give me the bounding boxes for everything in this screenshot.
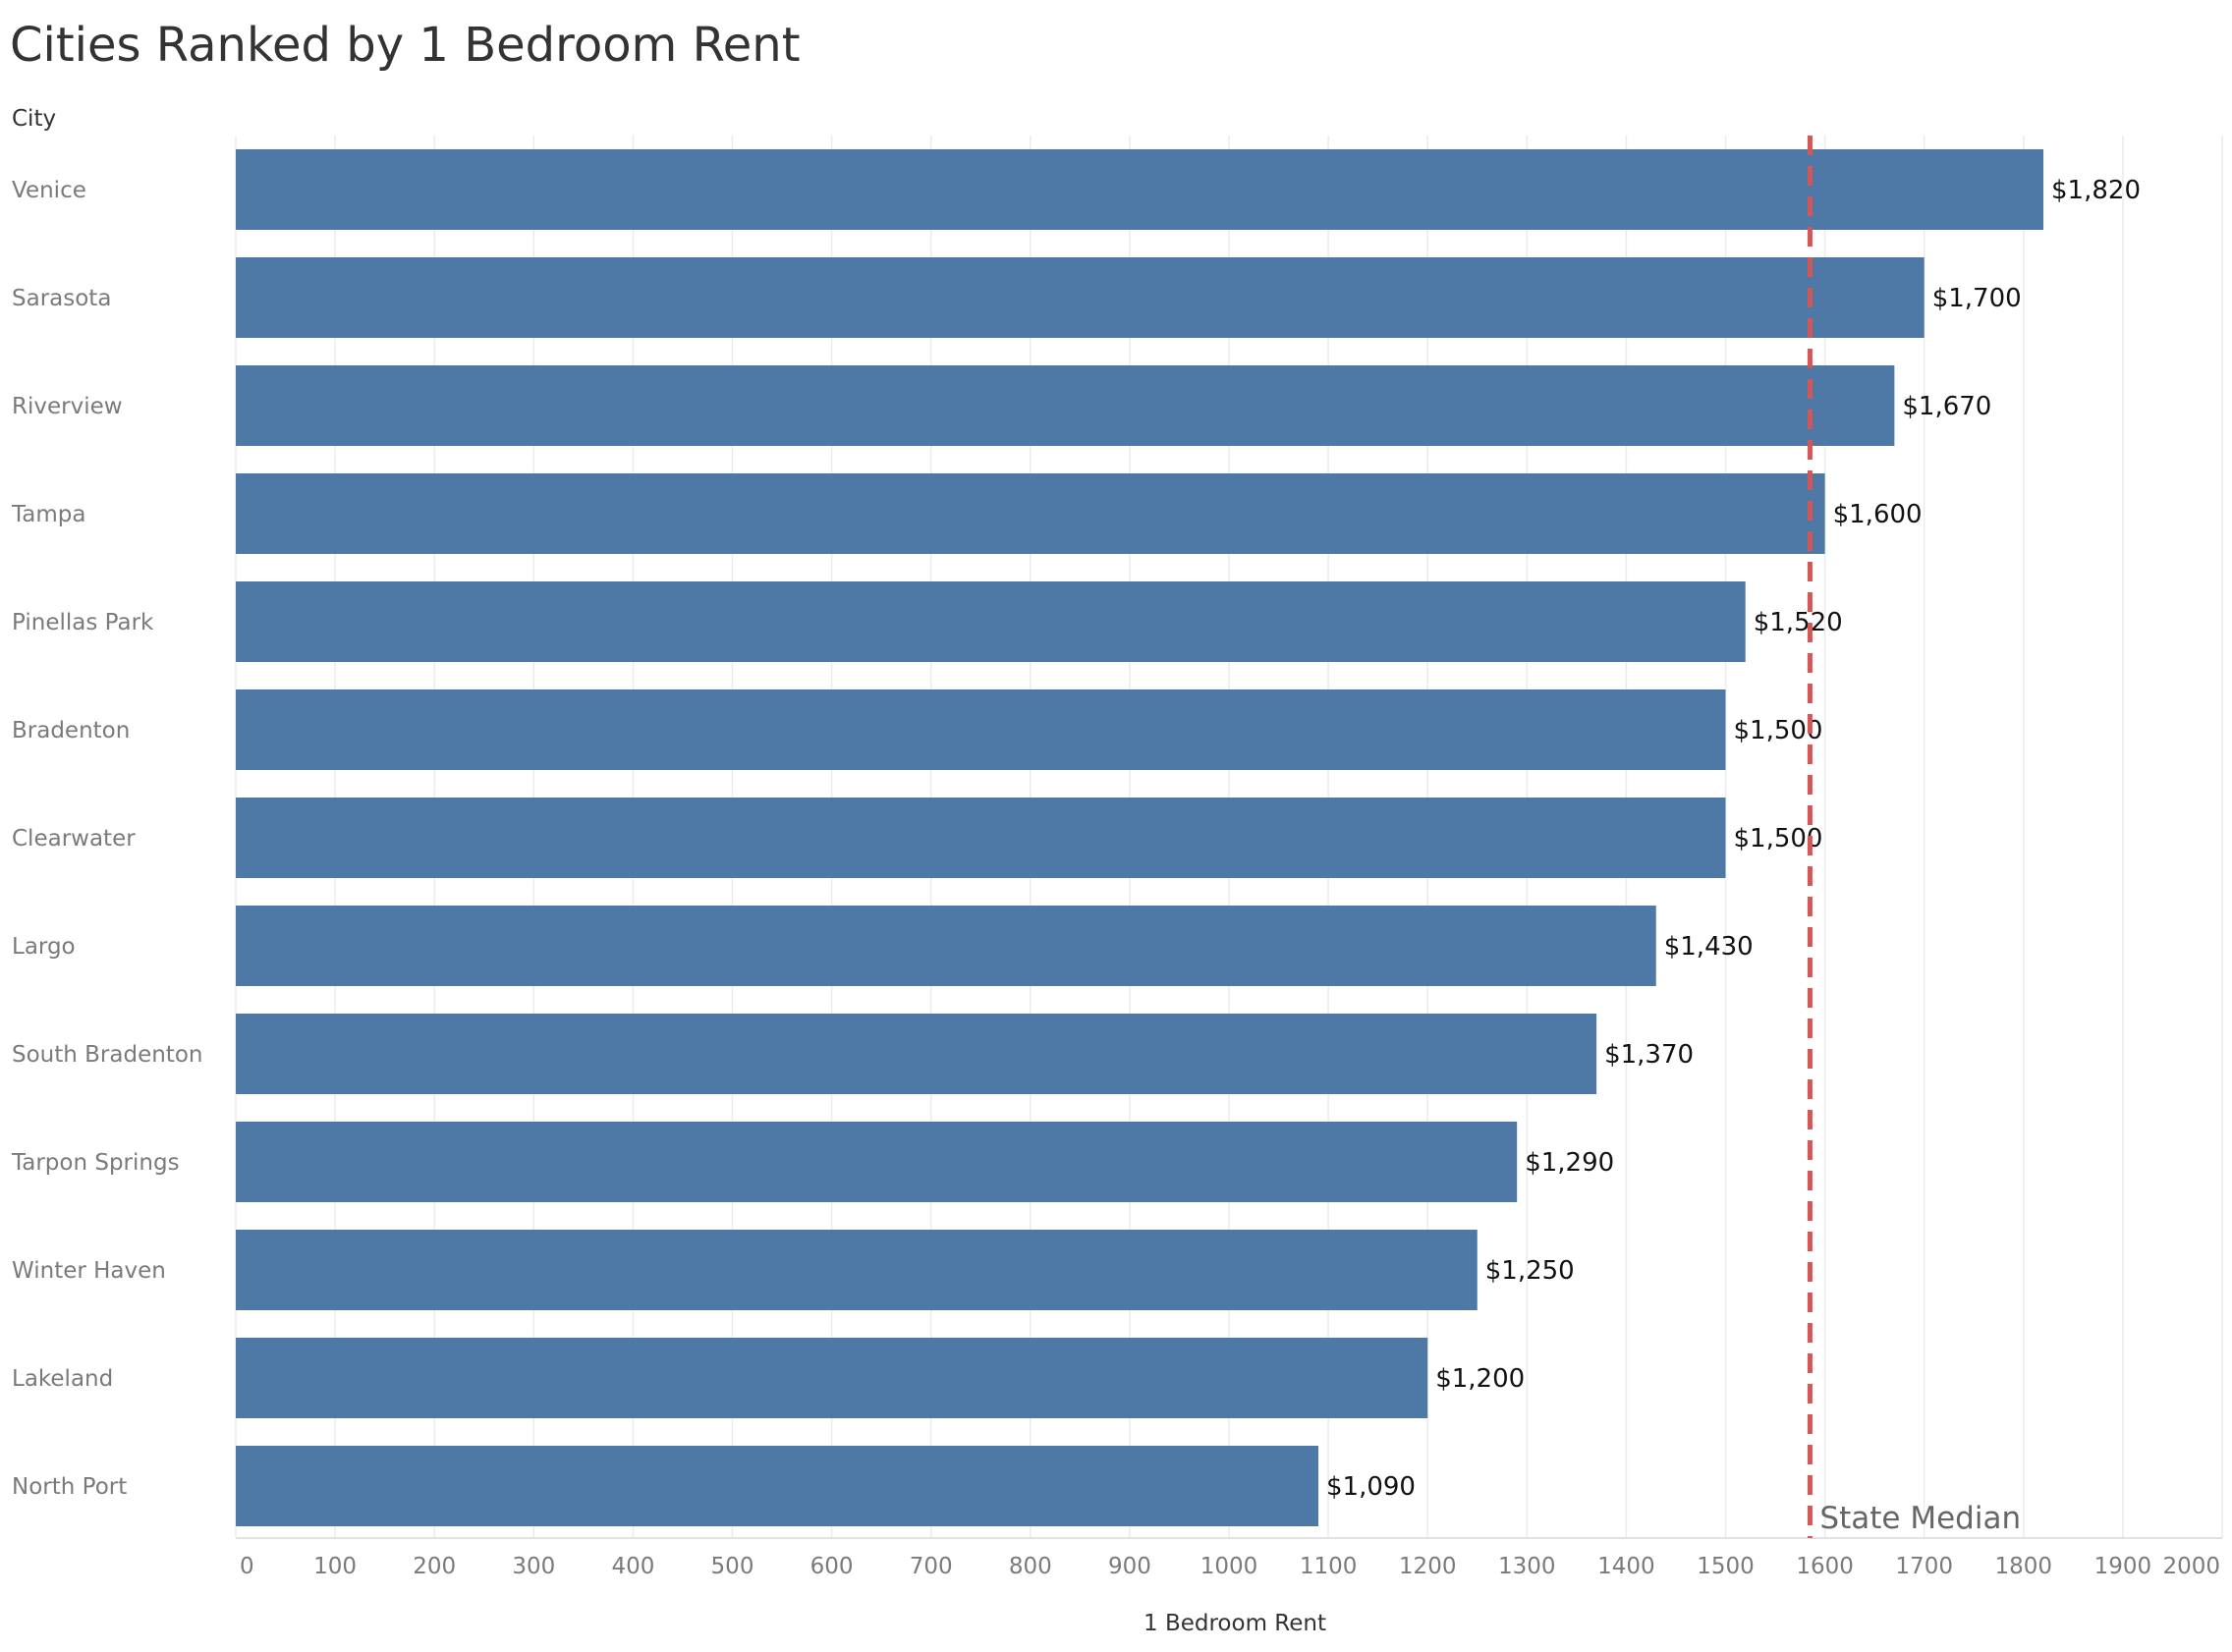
x-tick-label: 1600 — [1796, 1554, 1854, 1579]
bar — [236, 1338, 1428, 1418]
category-label: Riverview — [12, 394, 123, 419]
x-tick-label: 1700 — [1895, 1554, 1953, 1579]
data-label: $1,430 — [1664, 932, 1754, 962]
category-label: Tampa — [11, 502, 85, 527]
bar — [236, 473, 1825, 554]
data-label: $1,600 — [1833, 500, 1923, 529]
x-tick-label: 1500 — [1697, 1554, 1755, 1579]
category-label: Tarpon Springs — [11, 1150, 180, 1176]
x-tick-label: 800 — [1009, 1554, 1052, 1579]
x-tick-label: 1400 — [1597, 1554, 1655, 1579]
bar — [236, 689, 1726, 770]
bar — [236, 365, 1895, 446]
x-tick-label: 1100 — [1300, 1554, 1358, 1579]
x-tick-label: 400 — [611, 1554, 654, 1579]
x-tick-label: 600 — [810, 1554, 854, 1579]
bar — [236, 1446, 1318, 1526]
bar — [236, 1122, 1518, 1202]
category-label: Bradenton — [12, 718, 130, 743]
data-label: $1,820 — [2051, 176, 2141, 205]
data-label: $1,290 — [1525, 1148, 1614, 1178]
category-label: Clearwater — [12, 826, 136, 852]
x-tick-label: 1000 — [1200, 1554, 1258, 1579]
x-axis-ticks: 0 100 200 300 400 500 600 700 800 900 1000 1100 1200… — [240, 1554, 2220, 1579]
category-label: Largo — [12, 934, 76, 960]
category-label: South Bradenton — [12, 1042, 202, 1068]
data-label: $1,370 — [1604, 1040, 1694, 1070]
data-labels: $1,820$1,700$1,670$1,600$1,520$1,500$1,5… — [1326, 176, 2141, 1502]
row-header: City — [12, 106, 56, 132]
data-label: $1,250 — [1485, 1256, 1575, 1286]
x-tick-label: 1200 — [1399, 1554, 1457, 1579]
x-tick-label: 100 — [313, 1554, 357, 1579]
reference-line-label: State Median — [1819, 1501, 2021, 1536]
x-tick-label: 1900 — [2094, 1554, 2152, 1579]
data-label: $1,700 — [1932, 284, 2022, 313]
category-label: Pinellas Park — [12, 610, 154, 635]
data-label: $1,520 — [1754, 608, 1843, 637]
reference-line-group: State Median — [1807, 136, 2021, 1538]
category-label: North Port — [12, 1474, 127, 1500]
data-label: $1,200 — [1435, 1364, 1525, 1394]
x-tick-label: 1300 — [1498, 1554, 1556, 1579]
x-tick-label: 0 — [240, 1554, 254, 1579]
bar — [236, 1230, 1478, 1310]
x-tick-label: 900 — [1108, 1554, 1151, 1579]
data-label: $1,090 — [1326, 1472, 1416, 1502]
x-tick-label: 2000 — [2162, 1554, 2220, 1579]
bar — [236, 257, 1925, 338]
x-tick-label: 700 — [910, 1554, 953, 1579]
x-tick-label: 200 — [413, 1554, 456, 1579]
bar — [236, 1014, 1597, 1094]
bars — [236, 149, 2044, 1526]
category-label: Lakeland — [12, 1366, 113, 1392]
x-axis-title: 1 Bedroom Rent — [1144, 1611, 1326, 1636]
data-label: $1,670 — [1902, 392, 1991, 421]
bar — [236, 798, 1726, 878]
bar — [236, 581, 1746, 662]
bar — [236, 149, 2044, 230]
bar — [236, 906, 1656, 986]
x-tick-label: 1800 — [1995, 1554, 2053, 1579]
x-tick-label: 500 — [711, 1554, 754, 1579]
x-tick-label: 300 — [512, 1554, 555, 1579]
category-labels: Venice Sarasota Riverview Tampa Pinellas Par… — [11, 178, 202, 1500]
category-label: Sarasota — [12, 286, 111, 311]
chart-title: Cities Ranked by 1 Bedroom Rent — [10, 18, 801, 73]
category-label: Venice — [12, 178, 86, 203]
category-label: Winter Haven — [12, 1258, 166, 1284]
